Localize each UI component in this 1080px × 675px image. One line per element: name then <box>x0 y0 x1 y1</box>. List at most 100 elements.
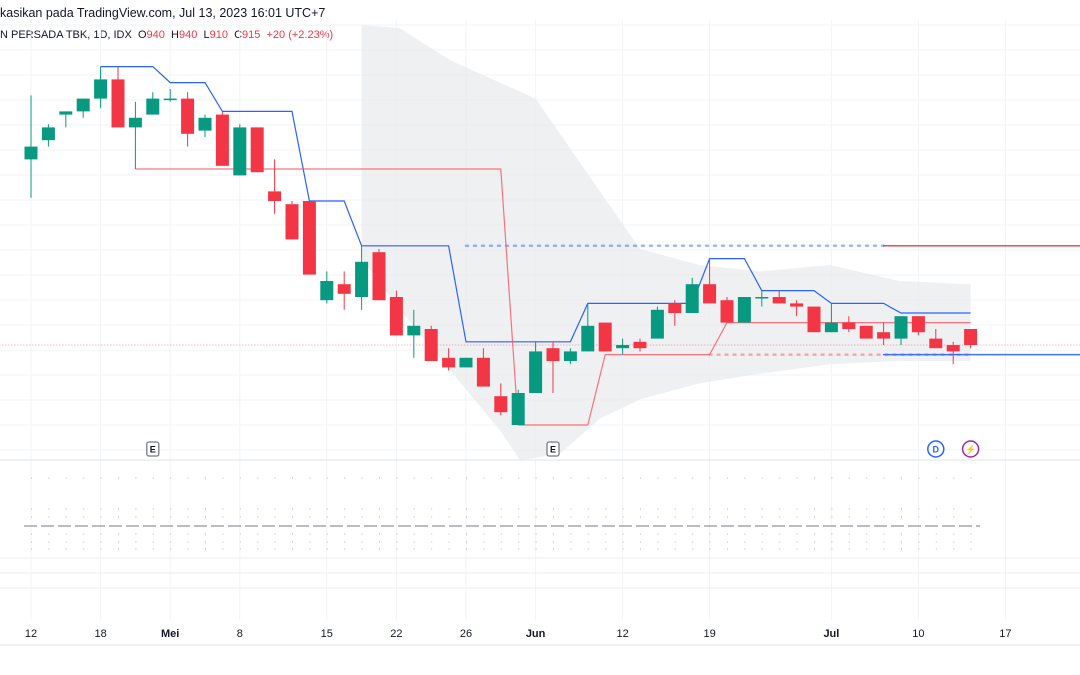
split-marker: ⚡ <box>961 440 980 458</box>
candle-body <box>633 341 647 349</box>
candle-body <box>442 357 456 368</box>
indicator-band <box>361 25 971 461</box>
candle <box>163 89 177 102</box>
candle <box>755 290 769 307</box>
candle-body <box>529 351 543 393</box>
candle-body <box>250 127 264 173</box>
candle-body <box>372 252 386 301</box>
candle-body <box>668 303 682 313</box>
candle <box>442 348 456 371</box>
candle-body <box>424 329 438 361</box>
candle <box>355 245 369 310</box>
earnings-marker: E <box>546 441 560 457</box>
candle <box>616 338 630 355</box>
candle <box>302 201 316 275</box>
candle-body <box>755 297 769 299</box>
candle-body <box>877 332 891 339</box>
candle-body <box>581 325 595 352</box>
candle <box>424 325 438 361</box>
candle <box>877 322 891 345</box>
candle-body <box>703 284 717 304</box>
candle-body <box>598 322 612 352</box>
x-tick-label: 17 <box>999 628 1011 640</box>
candle <box>146 92 160 115</box>
candle-body <box>911 316 925 333</box>
x-tick-label: 18 <box>94 628 106 640</box>
candle-body <box>964 329 978 345</box>
x-tick-label: 8 <box>237 628 243 640</box>
candle <box>650 306 664 339</box>
earnings-icon <box>546 441 560 457</box>
candle <box>111 66 125 128</box>
candle <box>824 303 838 333</box>
candle-body <box>407 325 421 336</box>
candle-body <box>790 303 804 307</box>
candle-body <box>772 297 786 304</box>
candle-body <box>842 322 856 329</box>
candle <box>529 341 543 393</box>
candle-body <box>929 338 943 349</box>
candle-body <box>894 316 908 339</box>
close-label: C <box>234 29 243 41</box>
candle <box>511 389 525 425</box>
candle <box>598 322 612 352</box>
candle <box>407 309 421 358</box>
candle-body <box>268 191 282 201</box>
marker-label: ⚡ <box>965 444 976 456</box>
open-value: 940 <box>146 29 165 41</box>
candle-body <box>24 146 38 160</box>
candle-body <box>181 98 195 134</box>
candle <box>581 303 595 352</box>
candle <box>842 316 856 333</box>
candle <box>285 201 299 240</box>
candle <box>250 127 264 173</box>
candle <box>772 290 786 304</box>
candle <box>268 159 282 214</box>
candle <box>737 297 751 323</box>
candle <box>76 98 90 118</box>
candle <box>198 114 212 137</box>
candle <box>459 357 473 368</box>
candle <box>633 338 647 352</box>
candle-body <box>285 204 299 240</box>
publish-caption: kasikan pada TradingView.com, Jul 13, 20… <box>0 6 326 20</box>
x-tick-label: 19 <box>703 628 715 640</box>
candle <box>929 329 943 349</box>
high-value: 940 <box>178 29 198 41</box>
earnings-icon <box>146 441 160 457</box>
candle-body <box>198 117 212 131</box>
candle <box>128 101 142 169</box>
candle <box>964 329 978 349</box>
lower-line <box>135 168 971 426</box>
marker-label: E <box>150 445 156 455</box>
x-tick-label: 12 <box>616 628 628 640</box>
candle <box>685 277 699 313</box>
candle-body <box>59 111 73 115</box>
candle-body <box>511 393 525 425</box>
candle <box>337 271 351 310</box>
candle-body <box>720 300 734 323</box>
candle <box>911 316 925 336</box>
x-tick-label: 12 <box>25 628 37 640</box>
high-label: H <box>171 29 179 41</box>
x-tick-label: 26 <box>460 628 472 640</box>
candle <box>233 124 247 176</box>
candle <box>859 325 873 339</box>
candle <box>894 316 908 345</box>
candle-body <box>563 351 577 361</box>
marker-label: E <box>550 445 556 455</box>
candle <box>946 341 960 365</box>
candle-body <box>859 325 873 339</box>
low-label: L <box>203 29 210 41</box>
candle-body <box>476 357 490 387</box>
candle <box>476 348 490 387</box>
candle-body <box>459 357 473 368</box>
dividend-marker: D <box>927 440 945 458</box>
candle-body <box>94 79 108 99</box>
earnings-marker: E <box>146 441 160 457</box>
candle <box>24 95 38 198</box>
candle <box>389 290 403 336</box>
candle-body <box>215 114 229 166</box>
dividend-icon <box>927 440 945 458</box>
